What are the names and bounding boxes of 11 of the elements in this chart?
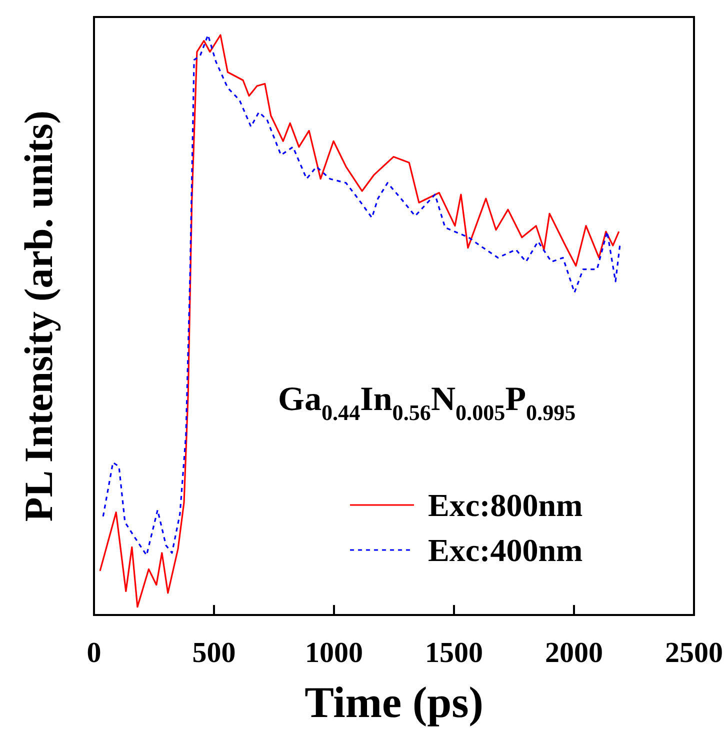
x-tick-label: 1000 [305,637,363,669]
legend-label: Exc:400nm [428,532,583,568]
y-axis-title: PL Intensity (arb. units) [16,110,61,522]
x-tick-label: 500 [192,637,236,669]
annotation: Ga$_{0.44}$In$_{0.56}$N$_{0.005}$P$_{0.995}$ [278,381,576,425]
x-tick-label: 2000 [545,637,603,669]
x-tick-label: 1500 [425,637,483,669]
legend-label: Exc:800nm [428,487,583,523]
x-axis-title: Time (ps) [304,678,484,727]
x-tick-label: 0 [86,637,102,669]
x-tick-label: 2500 [665,637,723,669]
